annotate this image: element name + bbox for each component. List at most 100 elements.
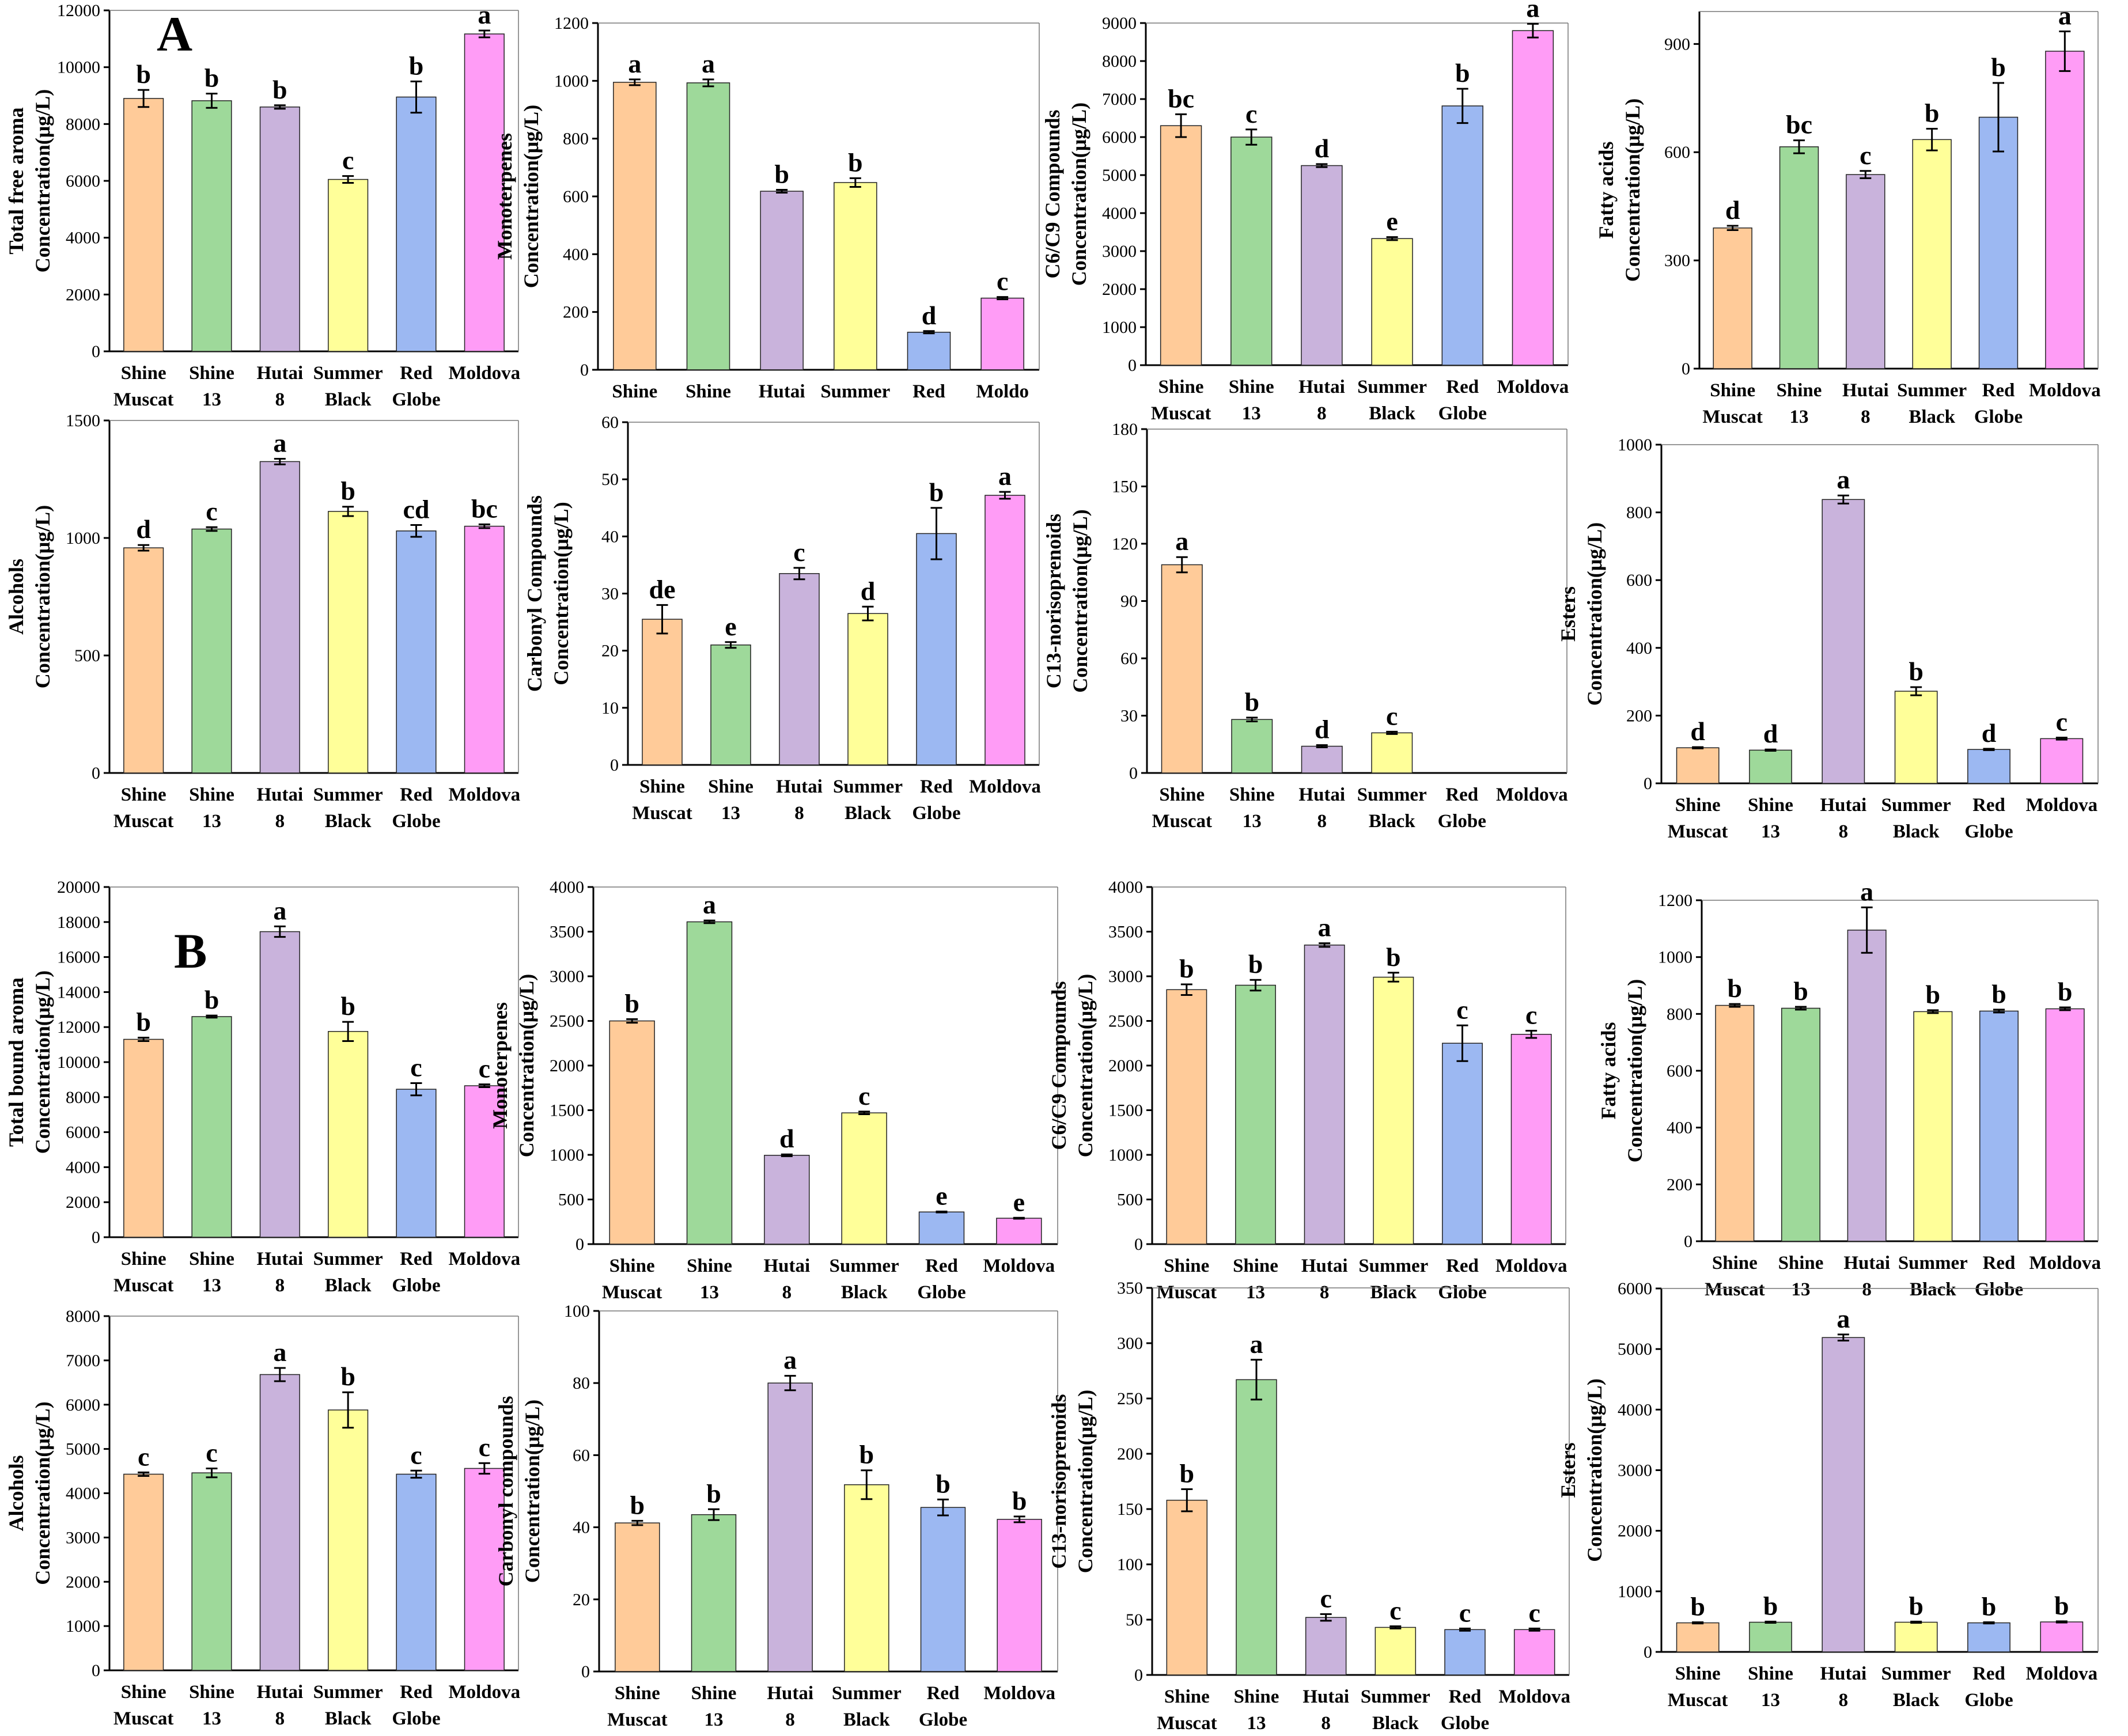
category-label: Summer: [313, 363, 383, 384]
category-label: 8: [1317, 811, 1327, 832]
significance-letter: b: [409, 51, 424, 80]
category-label: Globe: [1964, 1690, 2013, 1711]
y-axis-title-line: Concentration(μg/L): [1621, 98, 1644, 282]
bar-summer-black: [847, 613, 888, 765]
y-tick-label: 1500: [1108, 1101, 1143, 1120]
category-label: Globe: [392, 1708, 440, 1729]
category-label: 13: [1243, 811, 1262, 832]
significance-letter: b: [136, 59, 151, 89]
significance-letter: e: [936, 1181, 947, 1210]
bar-moldova: [996, 1218, 1042, 1245]
category-label: 8: [275, 1708, 285, 1729]
y-tick-label: 600: [1626, 571, 1652, 590]
category-label: Globe: [919, 1710, 967, 1730]
y-tick-label: 5000: [1102, 166, 1137, 185]
bar-shine-13: [710, 645, 751, 765]
y-tick-label: 8000: [66, 1307, 100, 1326]
y-tick-label: 500: [74, 646, 100, 665]
bar-hutai-8: [259, 931, 300, 1238]
y-tick-label: 300: [1664, 251, 1690, 270]
bar-red-globe: [396, 96, 437, 352]
y-axis-title-line: Concentration(μg/L): [1069, 509, 1092, 692]
category-label: Hutai: [763, 1256, 810, 1276]
significance-letter: b: [630, 1490, 645, 1519]
category-label: Muscat: [113, 1708, 173, 1729]
significance-letter: c: [1456, 995, 1468, 1024]
category-label: Globe: [1438, 403, 1487, 424]
category-label: Muscat: [113, 1275, 173, 1296]
significance-letter: b: [1925, 98, 1940, 128]
category-label: Shine: [708, 776, 753, 797]
category-label: Moldova: [2029, 1253, 2101, 1273]
category-label: Hutai: [1820, 795, 1866, 816]
bar-summer-black: [1894, 691, 1938, 784]
category-label: Red: [400, 363, 433, 384]
significance-letter: b: [706, 1479, 721, 1508]
category-label: Globe: [392, 1275, 440, 1296]
chart-panel-8: 0 200 400 600 800 1000 Esters Concentration(μg/…: [1557, 435, 2099, 842]
bar-hutai-8: [767, 1382, 813, 1672]
y-axis-title-line: Concentration(μg/L): [515, 974, 538, 1157]
y-tick-label: 200: [1626, 706, 1652, 725]
significance-letter: a: [1860, 877, 1873, 906]
y-tick-label: 3000: [1618, 1461, 1652, 1480]
y-tick-label: 40: [573, 1518, 590, 1537]
significance-letter: b: [848, 147, 863, 177]
category-label: Red: [1446, 377, 1479, 397]
y-tick-label: 800: [563, 130, 589, 149]
significance-letter: b: [2058, 977, 2073, 1006]
significance-letter: a: [273, 429, 286, 458]
chart-panel-12: 0 200 400 600 800 1000 1200 Fatty acids Concentr…: [1597, 877, 2101, 1300]
y-tick-label: 600: [1664, 143, 1690, 162]
y-axis-title: C6/C9 Compounds Concentration(μg/L): [1041, 103, 1090, 286]
y-axis-title-line: Fatty acids: [1597, 1022, 1620, 1120]
bar-shine-13: [191, 1016, 232, 1238]
bar-shine-muscat: [1160, 125, 1202, 366]
panel-label-b: B: [174, 923, 207, 979]
bar-red-globe: [1978, 116, 2019, 369]
category-label: Black: [1893, 1690, 1940, 1711]
significance-letter: d: [1725, 195, 1740, 225]
significance-letter: d: [1315, 715, 1330, 744]
significance-letter: b: [205, 985, 219, 1014]
significance-letter: b: [1991, 52, 2006, 82]
category-label: Summer: [313, 1249, 383, 1269]
significance-letter: d: [922, 301, 937, 330]
category-label: Hutai: [256, 363, 303, 384]
y-axis-title: Carbonyl Compounds Concentration(μg/L): [523, 495, 573, 692]
significance-letter: a: [1175, 526, 1188, 556]
category-label: Shine: [189, 1249, 234, 1269]
bar-summer-black: [1371, 238, 1413, 366]
significance-letter: a: [702, 49, 715, 78]
y-axis-title-line: Concentration(μg/L): [520, 105, 543, 288]
y-tick-label: 90: [1120, 592, 1138, 611]
bar-summer-black: [844, 1484, 889, 1672]
y-tick-label: 4000: [66, 1158, 100, 1177]
category-label: Summer: [1881, 1663, 1951, 1684]
category-label: Moldova: [983, 1256, 1055, 1276]
category-label: Muscat: [1702, 407, 1762, 427]
category-label: Globe: [392, 811, 440, 832]
category-label: Summer: [832, 1683, 902, 1704]
y-tick-label: 0: [92, 1228, 100, 1247]
chart-panel-6: 0 10 20 30 40 50 60 Carbonyl Compounds Concentra…: [523, 413, 1041, 824]
bar-hutai-8: [259, 106, 300, 352]
y-tick-label: 18000: [57, 913, 100, 932]
y-tick-label: 0: [92, 342, 100, 361]
category-label: Shine: [687, 1256, 732, 1276]
y-tick-label: 9000: [1102, 14, 1137, 33]
category-label: Hutai: [1820, 1663, 1866, 1684]
y-axis-title: Fatty acids Concentration(μg/L): [1597, 979, 1646, 1162]
bar-shine-13: [686, 921, 733, 1245]
y-axis-title-line: Concentration(μg/L): [1074, 974, 1097, 1157]
category-label: Summer: [1357, 377, 1427, 397]
y-tick-label: 0: [610, 756, 619, 775]
y-tick-label: 3000: [1102, 242, 1137, 261]
y-tick-label: 1000: [1618, 1582, 1652, 1601]
category-label: Moldova: [448, 1682, 520, 1703]
y-tick-label: 6000: [66, 1396, 100, 1415]
y-tick-label: 2000: [1108, 1056, 1143, 1075]
significance-letter: c: [1386, 701, 1398, 730]
y-tick-label: 0: [1684, 1232, 1692, 1251]
significance-letter: c: [1528, 1598, 1540, 1627]
